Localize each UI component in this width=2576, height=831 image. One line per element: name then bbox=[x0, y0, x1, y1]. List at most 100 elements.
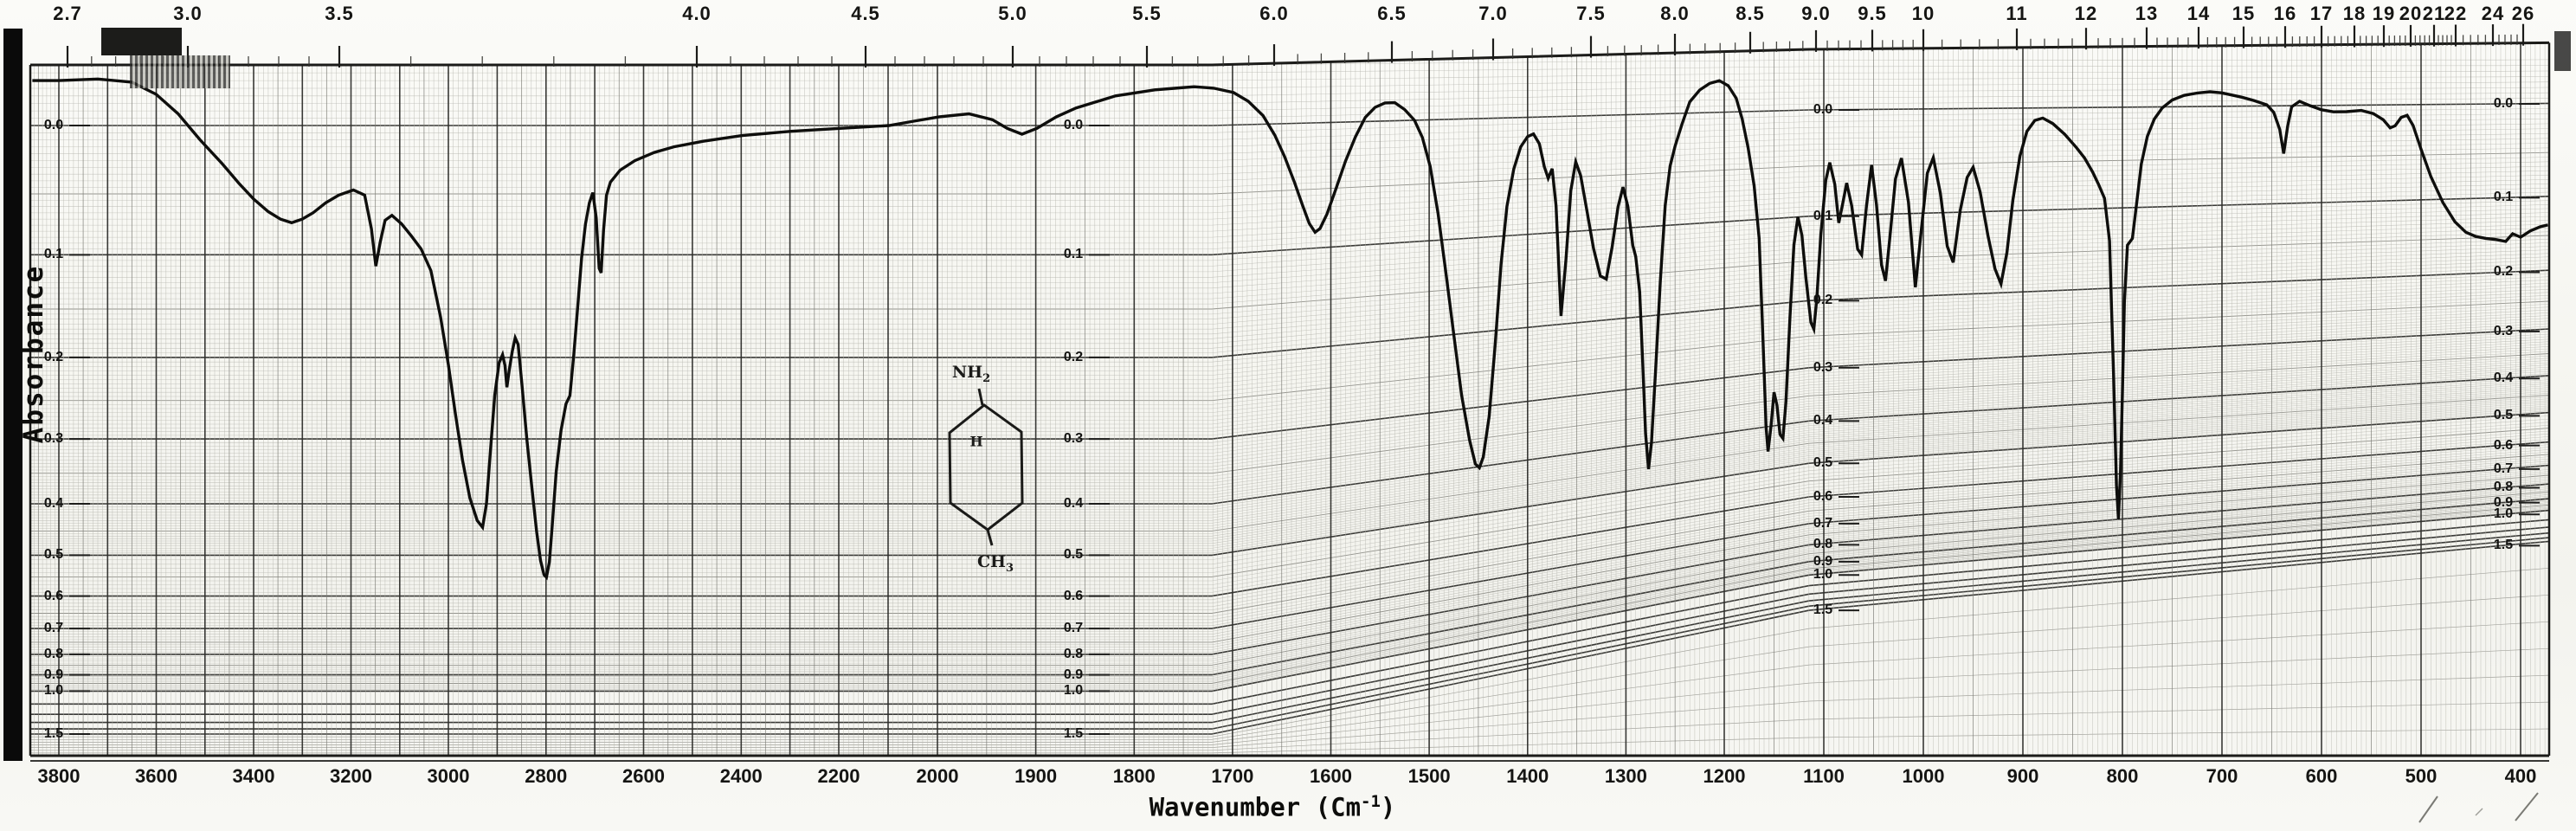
top-axis-tick-label: 8.5 bbox=[1736, 3, 1765, 24]
absorbance-value-label: 0.5 bbox=[1813, 455, 1833, 471]
h-gridline bbox=[30, 70, 2550, 81]
structure-nh-sub: 2 bbox=[982, 371, 991, 385]
top-axis-tick-label: 26 bbox=[2511, 3, 2535, 24]
absorbance-value-label: 0.8 bbox=[1813, 537, 1833, 552]
x-axis-title-close: ) bbox=[1380, 792, 1396, 822]
structure-ch-text: CH bbox=[976, 552, 1007, 572]
wavenumber-tick-label: 500 bbox=[2405, 765, 2438, 787]
absorbance-value-label: 0.3 bbox=[1063, 431, 1084, 447]
absorbance-value-label: 0.1 bbox=[43, 247, 64, 262]
bond-top bbox=[977, 388, 984, 406]
wavenumber-tick-label: 3000 bbox=[427, 765, 470, 787]
h-gridline bbox=[30, 494, 2550, 670]
h-gridline bbox=[30, 436, 2550, 589]
h-gridline bbox=[30, 187, 2550, 244]
top-axis-tick-label: 24 bbox=[2481, 3, 2505, 24]
wavenumber-tick-label: 1400 bbox=[1506, 765, 1549, 787]
h-gridline bbox=[30, 102, 2550, 126]
x-axis-title-sup: -1 bbox=[1361, 792, 1381, 811]
wavenumber-tick-label: 800 bbox=[2106, 765, 2139, 787]
wavenumber-tick-label: 900 bbox=[2006, 765, 2039, 787]
absorbance-value-label: 0.1 bbox=[2493, 190, 2514, 205]
structure-ring-inner-label: H bbox=[969, 434, 982, 450]
h-gridline bbox=[30, 76, 2550, 89]
wavenumber-tick-label: 700 bbox=[2206, 765, 2238, 787]
wavenumber-tick-label: 2000 bbox=[916, 765, 959, 787]
h-gridline bbox=[30, 170, 2550, 220]
absorbance-value-label: 0.0 bbox=[1813, 102, 1833, 117]
wavenumber-tick-label: 2600 bbox=[622, 765, 665, 787]
wavenumber-tick-label: 3400 bbox=[232, 765, 275, 787]
wavenumber-tick-label: 3200 bbox=[330, 765, 372, 787]
top-axis-tick-label: 7.0 bbox=[1478, 3, 1508, 24]
h-gridline bbox=[30, 346, 2550, 464]
absorbance-value-label: 0.7 bbox=[43, 621, 64, 636]
top-axis-tick-label: 13 bbox=[2135, 3, 2159, 24]
h-gridline bbox=[30, 128, 2550, 161]
wavenumber-tick-label: 1100 bbox=[1803, 765, 1845, 787]
x-axis-title-main: Wavenumber (Cm bbox=[1149, 792, 1362, 822]
top-axis-tick-label: 2.7 bbox=[53, 3, 82, 24]
top-axis-tick-label: 7.5 bbox=[1576, 3, 1606, 24]
top-axis-tick-label: 9.0 bbox=[1801, 3, 1831, 24]
pen-mark bbox=[2515, 792, 2539, 821]
wavenumber-tick-label: 1700 bbox=[1211, 765, 1254, 787]
absorbance-value-label: 0.5 bbox=[43, 547, 64, 563]
wavenumber-tick-label: 1300 bbox=[1604, 765, 1647, 787]
absorbance-value-label: 0.9 bbox=[2493, 494, 2514, 510]
top-axis-tick-label: 17 bbox=[2309, 3, 2334, 24]
structure-top-group-label: NH2 bbox=[952, 363, 990, 385]
top-axis-tick-label: 8.0 bbox=[1660, 3, 1690, 24]
absorbance-value-label: 0.6 bbox=[1813, 489, 1833, 505]
top-axis-tick-label: 20 bbox=[2399, 3, 2423, 24]
h-gridline bbox=[30, 336, 2550, 450]
spectrum-curve bbox=[32, 77, 2548, 581]
absorbance-value-label: 0.6 bbox=[43, 588, 64, 603]
h-gridline bbox=[30, 235, 2550, 310]
h-gridline bbox=[30, 418, 2550, 565]
top-axis-tick-label: 19 bbox=[2372, 3, 2396, 24]
structure-h-text: H bbox=[969, 433, 983, 450]
top-axis-tick-label: 22 bbox=[2444, 3, 2468, 24]
h-gridline bbox=[30, 269, 2550, 358]
h-gridline bbox=[30, 464, 2550, 629]
wavenumber-tick-label: 3800 bbox=[37, 765, 80, 787]
absorbance-value-label: 0.2 bbox=[2493, 264, 2514, 280]
absorbance-value-label: 0.2 bbox=[1813, 293, 1833, 308]
h-gridline bbox=[30, 143, 2550, 182]
top-axis-tick-label: 5.0 bbox=[998, 3, 1027, 24]
h-gridline bbox=[30, 370, 2550, 499]
structure-bottom-group-label: CH3 bbox=[977, 552, 1014, 575]
corner-scan-blot bbox=[2554, 31, 2571, 71]
h-gridline bbox=[30, 300, 2550, 402]
pen-mark bbox=[2418, 796, 2438, 823]
h-gridline bbox=[30, 320, 2550, 428]
h-gridline bbox=[30, 298, 2550, 397]
absorbance-value-label: 1.5 bbox=[43, 726, 64, 742]
absorbance-value-label: 0.9 bbox=[43, 667, 64, 682]
h-gridline bbox=[30, 263, 2550, 349]
absorbance-value-label: 0.6 bbox=[1063, 588, 1084, 603]
absorbance-value-label: 1.0 bbox=[1813, 567, 1833, 583]
wavenumber-tick-label: 1500 bbox=[1407, 765, 1451, 787]
absorbance-value-label: 0.4 bbox=[43, 495, 64, 511]
wavenumber-tick-label: 1800 bbox=[1112, 765, 1156, 787]
absorbance-value-label: 0.3 bbox=[1813, 359, 1833, 375]
absorbance-value-label: 1.0 bbox=[2493, 506, 2514, 522]
h-gridline bbox=[30, 373, 2550, 501]
wavenumber-tick-label: 1900 bbox=[1014, 765, 1058, 787]
absorbance-value-label: 0.5 bbox=[1063, 547, 1084, 563]
top-axis-tick-label: 3.5 bbox=[325, 3, 354, 24]
top-axis-tick-label: 18 bbox=[2342, 3, 2367, 24]
absorbance-value-label: 1.5 bbox=[1813, 602, 1833, 618]
wavenumber-tick-label: 1000 bbox=[1902, 765, 1945, 787]
absorbance-value-label: 0.4 bbox=[1813, 413, 1833, 428]
h-gridline bbox=[30, 65, 2550, 74]
absorbance-value-label: 1.0 bbox=[1063, 683, 1084, 699]
absorbance-value-label: 0.2 bbox=[43, 349, 64, 364]
absorbance-value-label: 0.3 bbox=[2493, 323, 2514, 338]
absorbance-value-label: 0.9 bbox=[1813, 553, 1833, 569]
absorbance-value-label: 0.3 bbox=[43, 431, 64, 447]
ink-smudge-box bbox=[101, 28, 182, 55]
